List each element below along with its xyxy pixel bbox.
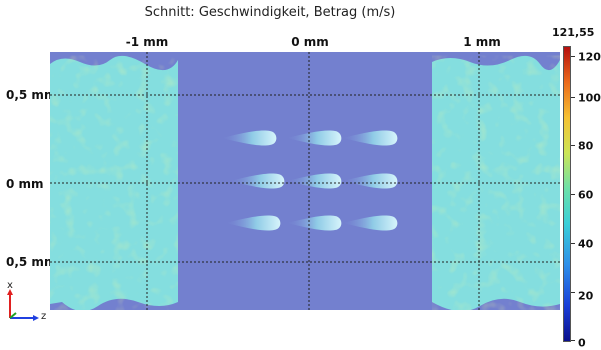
droplet [226, 215, 281, 231]
axes-triad: x z [4, 280, 50, 328]
droplet [287, 173, 342, 189]
x-tick-label-0mm: 0 mm [291, 35, 329, 49]
colorbar-tick-0: 0 [578, 336, 586, 350]
x-tick-label-minus-1mm: -1 mm [125, 35, 169, 49]
colorbar-tick-120: 120 [578, 50, 601, 64]
colorbar [563, 46, 571, 342]
colorbar-tick-mark [571, 194, 575, 195]
y-tick-label-top: 0,5 mm [6, 88, 57, 102]
axis-z-label: z [41, 311, 47, 322]
droplet [343, 215, 398, 231]
velocity-field-plot [50, 52, 560, 310]
droplet [287, 215, 342, 231]
colorbar-tick-mark [571, 145, 575, 146]
y-tick-label-center: 0 mm [6, 177, 44, 191]
x-tick-label-1mm: 1 mm [463, 35, 501, 49]
colorbar-tick-80: 80 [578, 139, 594, 153]
colorbar-tick-60: 60 [578, 188, 594, 202]
colorbar-tick-mark [571, 56, 575, 57]
colorbar-tick-100: 100 [578, 91, 601, 105]
droplet [343, 173, 398, 189]
y-tick-label-bottom: 0,5 mm [6, 255, 57, 269]
colorbar-tick-mark [571, 243, 575, 244]
droplet [343, 130, 398, 146]
colorbar-max-label: 121,55 [552, 26, 595, 39]
droplet [230, 173, 285, 189]
grid-lines [50, 52, 560, 310]
colorbar-tick-mark [571, 97, 575, 98]
plot-title: Schnitt: Geschwindigkeit, Betrag (m/s) [144, 5, 396, 20]
colorbar-tick-20: 20 [578, 289, 594, 303]
colorbar-tick-40: 40 [578, 237, 594, 251]
droplet [287, 130, 342, 146]
droplet-array [222, 130, 398, 231]
droplet [222, 130, 277, 146]
axis-y-arrow [9, 312, 17, 319]
colorbar-tick-mark [571, 292, 575, 293]
colorbar-tick-mark [571, 340, 575, 341]
axis-x-label: x [7, 280, 13, 291]
